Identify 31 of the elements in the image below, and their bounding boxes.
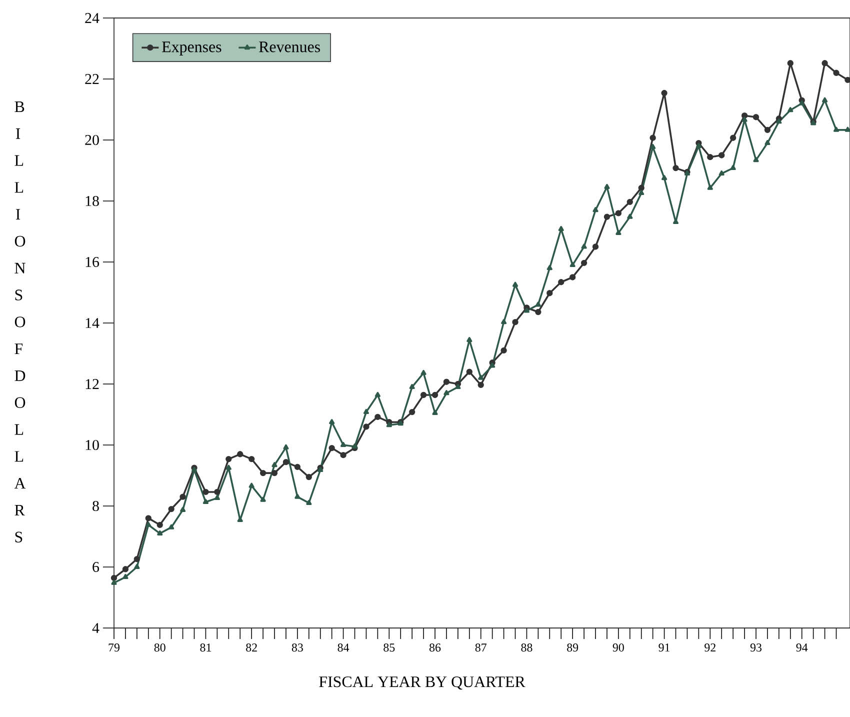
y-tick-label: 18 bbox=[86, 196, 99, 206]
y-tick-label: 10 bbox=[86, 440, 99, 450]
x-tick-label: 86 bbox=[429, 644, 441, 652]
y-tick-label: 24 bbox=[85, 13, 100, 23]
x-tick-label: 83 bbox=[292, 644, 303, 652]
y-tick-label: 4 bbox=[92, 623, 100, 633]
y-tick-label: 8 bbox=[92, 500, 99, 512]
y-tick-label: 16 bbox=[86, 256, 100, 268]
y-tick-label: 14 bbox=[86, 318, 100, 328]
legend-label: Revenues bbox=[259, 42, 320, 52]
x-tick-label: 85 bbox=[384, 644, 395, 652]
x-tick-label: 87 bbox=[475, 644, 486, 652]
x-tick-label: 90 bbox=[612, 644, 624, 652]
y-tick-label: 6 bbox=[92, 562, 100, 572]
legend-label: Expenses bbox=[162, 42, 222, 56]
x-tick-label: 80 bbox=[154, 644, 166, 652]
text: BILLIONS OF DOLLARS bbox=[14, 102, 26, 542]
x-tick-label: 81 bbox=[200, 644, 211, 652]
x-axis-title: FISCAL YEAR BY QUARTER bbox=[319, 676, 526, 690]
x-tick-label: 88 bbox=[521, 644, 532, 652]
x-tick-label: 94 bbox=[796, 644, 808, 652]
x-tick-label: 84 bbox=[338, 644, 350, 652]
x-tick-label: 91 bbox=[658, 644, 670, 652]
x-tick-label: 82 bbox=[246, 644, 257, 652]
y-tick-label: 20 bbox=[85, 134, 99, 146]
y-tick-label: 12 bbox=[86, 379, 99, 389]
x-tick-label: 92 bbox=[704, 644, 716, 652]
x-tick-label: 79 bbox=[108, 644, 120, 652]
x-tick-label: 89 bbox=[567, 644, 578, 652]
y-tick-label: 22 bbox=[85, 74, 99, 84]
x-tick-label: 93 bbox=[750, 644, 762, 652]
